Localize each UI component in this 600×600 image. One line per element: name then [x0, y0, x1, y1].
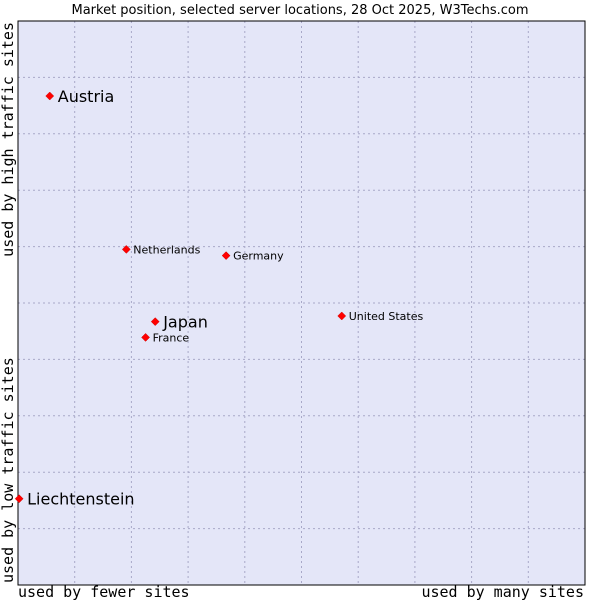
data-label-liechtenstein: Liechtenstein [27, 490, 134, 509]
chart-title: Market position, selected server locatio… [71, 3, 528, 18]
data-label-netherlands: Netherlands [133, 243, 200, 256]
x-axis-label-right: used by many sites [421, 583, 584, 600]
data-label-austria: Austria [58, 87, 115, 106]
x-axis-label-left: used by fewer sites [18, 583, 190, 600]
data-label-united-states: United States [349, 310, 424, 323]
market-position-chart: Market position, selected server locatio… [0, 0, 600, 600]
y-axis-label-bottom: used by low traffic sites [0, 357, 17, 583]
data-label-france: France [153, 331, 190, 344]
data-label-germany: Germany [233, 250, 284, 263]
y-axis-label-top: used by high traffic sites [0, 22, 17, 257]
data-label-japan: Japan [162, 313, 208, 332]
